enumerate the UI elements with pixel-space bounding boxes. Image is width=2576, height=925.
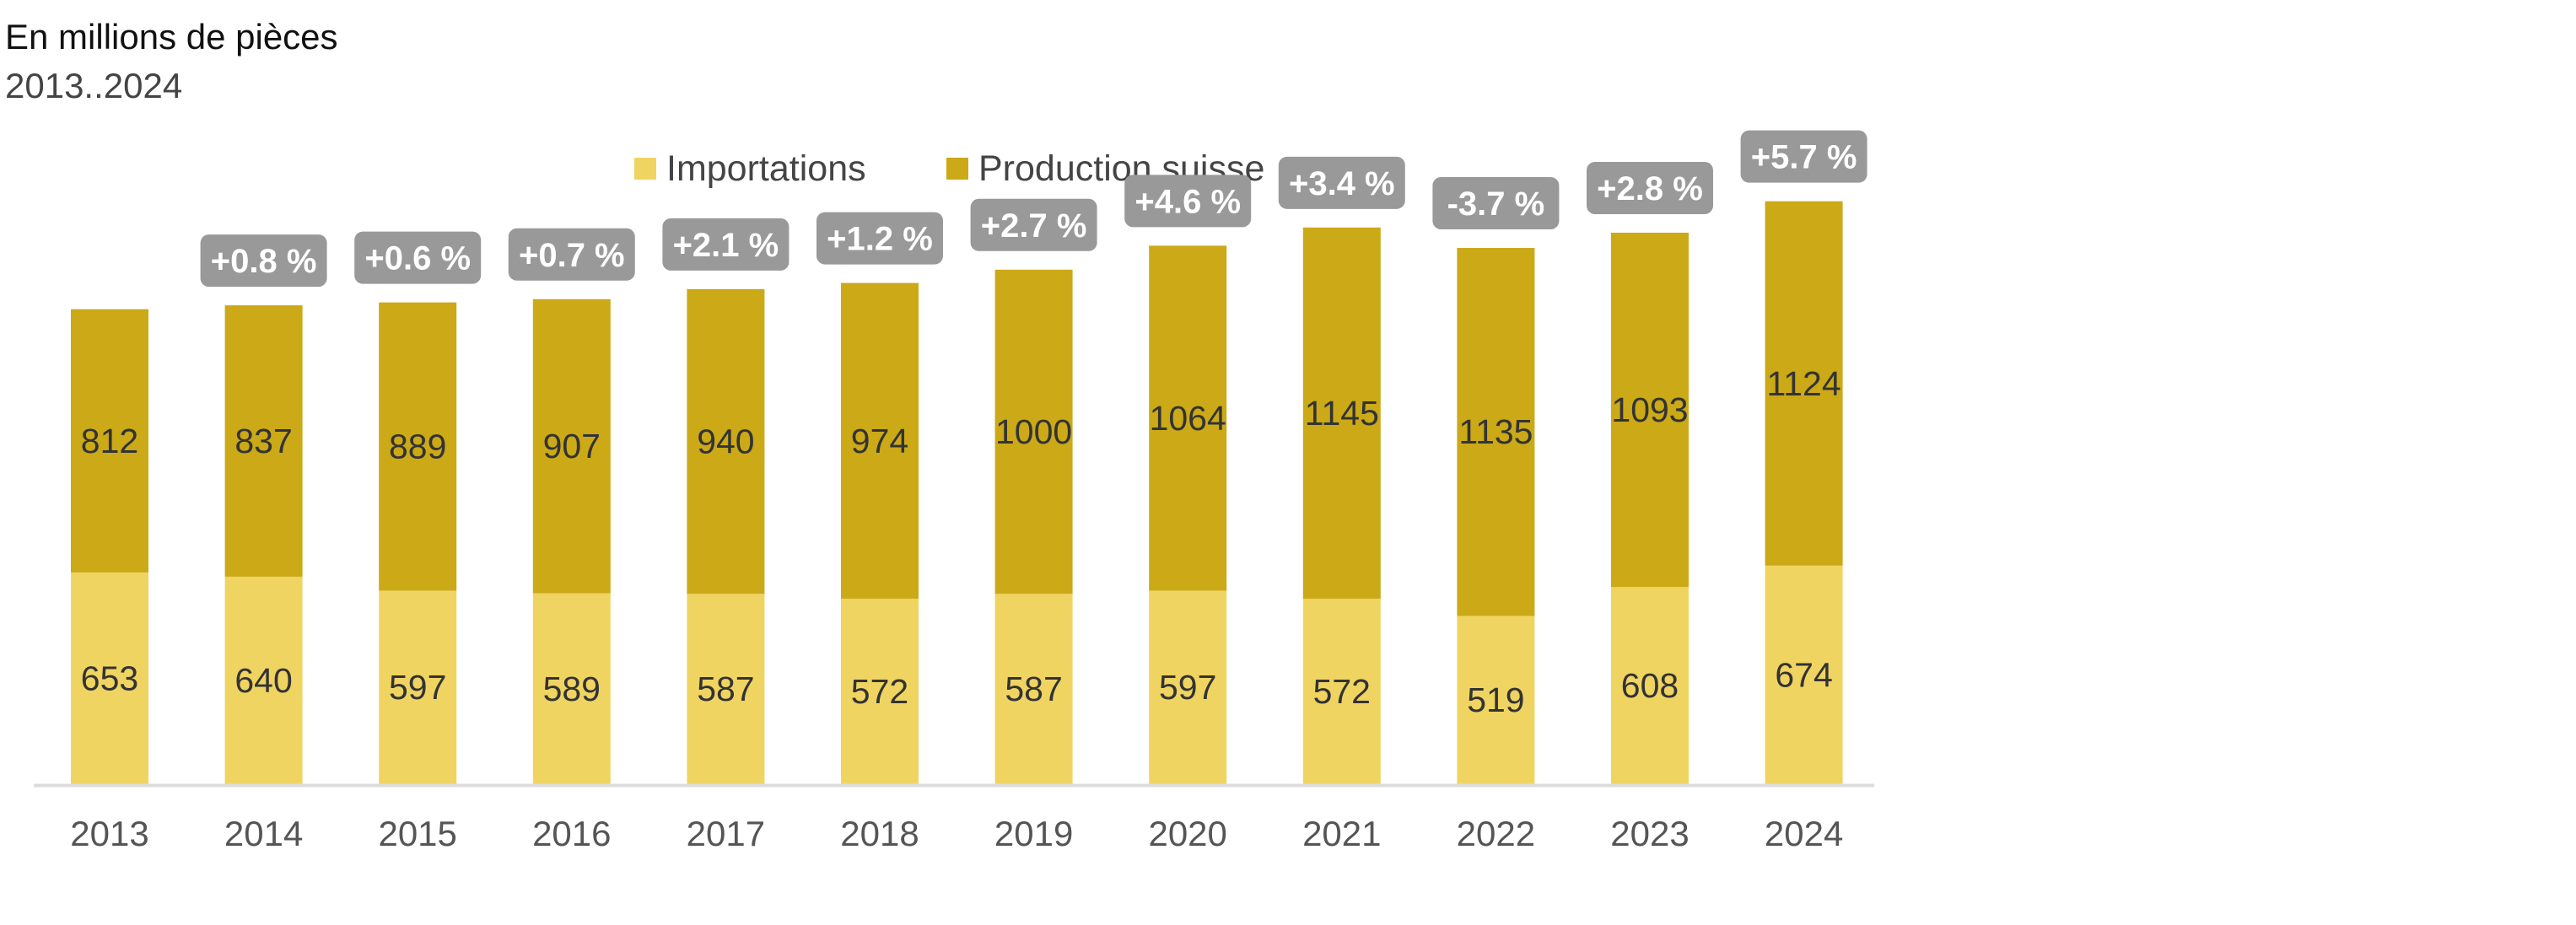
bar-importations-2014 — [224, 576, 303, 784]
change-label-2019: +2.7 % — [981, 207, 1087, 245]
change-label-2018: +1.2 % — [827, 221, 933, 258]
value-label-production-2017: 940 — [697, 422, 754, 461]
change-badge-2022 — [1432, 177, 1560, 230]
x-tick-label-2021: 2021 — [1302, 814, 1381, 853]
x-tick-label-2014: 2014 — [224, 814, 303, 853]
bar-production-2024 — [1765, 201, 1843, 566]
change-label-2016: +0.7 % — [519, 237, 625, 274]
change-badge-2023 — [1587, 161, 1713, 214]
value-label-production-2016: 907 — [543, 427, 601, 465]
value-label-production-2022: 1135 — [1458, 412, 1533, 451]
value-label-importations-2015: 597 — [389, 668, 446, 707]
value-label-production-2014: 837 — [234, 422, 292, 460]
value-label-importations-2018: 572 — [851, 672, 908, 711]
x-tick-label-2020: 2020 — [1148, 814, 1226, 853]
value-label-importations-2013: 653 — [81, 659, 138, 697]
bar-importations-2018 — [841, 599, 919, 784]
bar-production-2021 — [1302, 227, 1381, 600]
value-label-importations-2020: 597 — [1159, 668, 1216, 707]
x-tick-label-2024: 2024 — [1765, 814, 1843, 853]
change-badge-2018 — [816, 212, 943, 265]
x-tick-label-2022: 2022 — [1457, 814, 1535, 853]
bar-production-2020 — [1149, 245, 1227, 591]
bar-importations-2013 — [71, 572, 148, 784]
bar-production-2017 — [687, 288, 765, 594]
value-label-importations-2016: 589 — [543, 670, 601, 708]
value-label-production-2024: 1124 — [1767, 364, 1841, 403]
value-label-importations-2021: 572 — [1313, 672, 1371, 711]
value-label-importations-2024: 674 — [1775, 655, 1832, 694]
change-badge-2021 — [1278, 156, 1405, 209]
value-label-production-2021: 1145 — [1305, 394, 1379, 433]
change-badge-2024 — [1740, 130, 1867, 183]
value-label-importations-2022: 519 — [1467, 680, 1524, 719]
bar-production-2018 — [841, 282, 919, 600]
bar-importations-2016 — [532, 593, 611, 784]
value-label-production-2018: 974 — [851, 422, 908, 460]
change-label-2021: +3.4 % — [1289, 165, 1395, 202]
value-label-importations-2014: 640 — [234, 661, 292, 700]
bar-importations-2021 — [1302, 599, 1381, 784]
bar-importations-2019 — [994, 594, 1073, 784]
bar-importations-2022 — [1457, 616, 1535, 784]
x-tick-label-2019: 2019 — [994, 814, 1073, 853]
bar-production-2023 — [1611, 232, 1689, 588]
value-label-production-2020: 1064 — [1150, 399, 1226, 438]
bar-production-2013 — [71, 309, 148, 573]
bar-importations-2020 — [1149, 590, 1227, 784]
legend-swatch-production — [946, 158, 968, 180]
bar-importations-2024 — [1765, 565, 1843, 784]
x-tick-label-2015: 2015 — [378, 814, 456, 853]
x-tick-label-2018: 2018 — [840, 814, 919, 853]
bar-production-2022 — [1457, 248, 1535, 616]
change-badge-2019 — [970, 198, 1097, 251]
chart-title: En millions de pièces — [5, 17, 338, 56]
x-tick-label-2016: 2016 — [532, 814, 611, 853]
plot-area: 653 812 2013 640 837 2014 +0.8 % 597 889 2015 +0.6… — [34, 130, 1874, 853]
legend-label-importations: Importations — [666, 148, 866, 189]
legend-swatch-importations — [634, 158, 656, 180]
x-tick-label-2017: 2017 — [687, 814, 765, 853]
value-label-importations-2023: 608 — [1621, 666, 1679, 705]
change-badge-2017 — [662, 218, 790, 271]
x-tick-label-2023: 2023 — [1610, 814, 1689, 853]
value-label-production-2013: 812 — [81, 422, 138, 460]
value-label-production-2019: 1000 — [995, 412, 1072, 451]
bar-production-2014 — [224, 305, 303, 577]
change-label-2023: +2.8 % — [1597, 170, 1703, 207]
change-label-2017: +2.1 % — [673, 227, 779, 264]
bar-production-2016 — [532, 298, 611, 594]
bar-importations-2023 — [1611, 587, 1689, 784]
change-label-2024: +5.7 % — [1751, 139, 1857, 176]
value-label-importations-2017: 587 — [697, 670, 754, 708]
bar-production-2015 — [379, 302, 457, 591]
bar-importations-2017 — [687, 594, 765, 784]
change-label-2015: +0.6 % — [364, 240, 471, 277]
x-tick-label-2013: 2013 — [70, 814, 148, 853]
change-label-2022: -3.7 % — [1447, 186, 1545, 223]
change-badge-2016 — [508, 228, 635, 281]
bar-production-2019 — [994, 269, 1073, 594]
value-label-production-2023: 1093 — [1611, 390, 1688, 429]
chart-subtitle: 2013..2024 — [5, 66, 182, 105]
change-badge-2015 — [354, 231, 482, 284]
change-badge-2014 — [200, 234, 327, 288]
change-label-2020: +4.6 % — [1134, 183, 1241, 220]
change-label-2014: +0.8 % — [211, 243, 317, 280]
value-label-production-2015: 889 — [389, 428, 446, 466]
bar-importations-2015 — [379, 590, 457, 784]
change-badge-2020 — [1124, 175, 1252, 228]
value-label-importations-2019: 587 — [1005, 670, 1062, 708]
